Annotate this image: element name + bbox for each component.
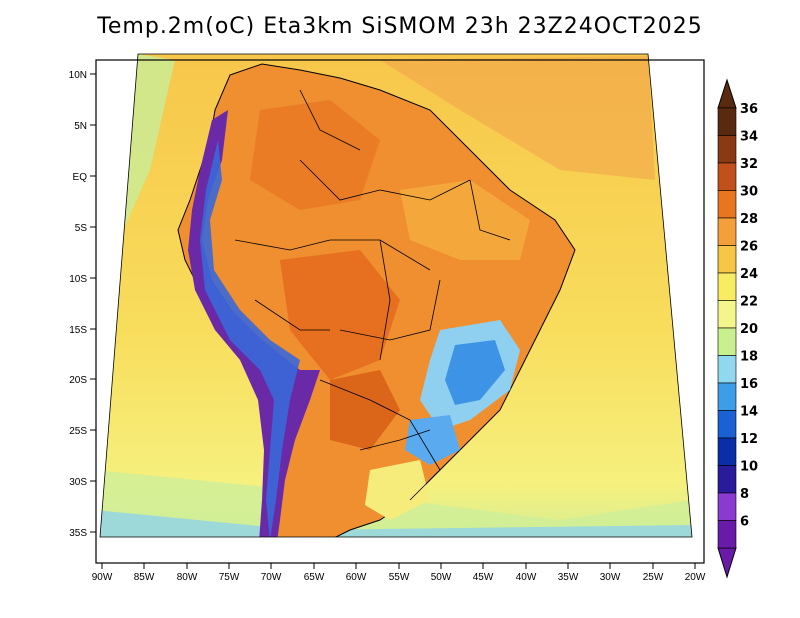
colorbar-label: 28 bbox=[740, 212, 758, 227]
colorbar-label: 20 bbox=[740, 322, 758, 337]
lon-label: 50W bbox=[431, 572, 452, 583]
colorbar-min-arrow bbox=[717, 547, 737, 579]
map-frame bbox=[99, 53, 693, 538]
lon-label: 75W bbox=[219, 572, 240, 583]
colorbar: 36 34 32 30 28 26 24 22 20 18 16 14 12 10 8 6 bbox=[717, 78, 758, 579]
lon-label: 20W bbox=[685, 572, 706, 583]
colorbar-label: 22 bbox=[740, 295, 758, 310]
lat-label: 5N bbox=[74, 121, 87, 132]
colorbar-label: 30 bbox=[740, 185, 758, 200]
lat-label: 30S bbox=[69, 477, 87, 488]
colorbar-cell bbox=[717, 520, 737, 549]
lon-label: 80W bbox=[177, 572, 198, 583]
lon-label: 85W bbox=[134, 572, 155, 583]
political-boundaries bbox=[234, 89, 511, 501]
colorbar-label: 34 bbox=[740, 130, 758, 145]
colorbar-cell bbox=[717, 382, 737, 411]
colorbar-cell bbox=[717, 217, 737, 246]
colorbar-label: 14 bbox=[740, 405, 758, 420]
plot-box bbox=[95, 59, 705, 564]
lon-label: 65W bbox=[304, 572, 325, 583]
colorbar-cell bbox=[717, 300, 737, 329]
colorbar-label: 36 bbox=[740, 102, 758, 117]
lon-label: 35W bbox=[558, 572, 579, 583]
colorbar-label: 6 bbox=[740, 515, 749, 530]
lat-label: 35S bbox=[69, 528, 87, 539]
colorbar-cell bbox=[717, 410, 737, 439]
longitude-axis: 90W 85W 80W 75W 70W 65W 60W 55W 50W 45W … bbox=[92, 563, 706, 583]
colorbar-cell bbox=[717, 162, 737, 191]
lat-label: 5S bbox=[75, 223, 88, 234]
lon-label: 30W bbox=[600, 572, 621, 583]
lat-label: 25S bbox=[69, 426, 87, 437]
colorbar-label: 8 bbox=[740, 487, 749, 502]
lon-label: 40W bbox=[516, 572, 537, 583]
latitude-axis: 10N 5N EQ 5S 10S 15S 20S 25S 30S 35S bbox=[69, 70, 96, 539]
lon-label: 90W bbox=[92, 572, 113, 583]
colorbar-cell bbox=[717, 107, 737, 136]
colorbar-max-arrow bbox=[717, 78, 737, 109]
lat-label: 10N bbox=[69, 70, 87, 81]
colorbar-cell bbox=[717, 437, 737, 466]
lon-label: 45W bbox=[473, 572, 494, 583]
colorbar-label: 24 bbox=[740, 267, 758, 282]
colorbar-cell bbox=[717, 135, 737, 164]
colorbar-label: 16 bbox=[740, 377, 758, 392]
lat-label: EQ bbox=[73, 172, 88, 183]
colorbar-cell bbox=[717, 190, 737, 219]
colorbar-label: 26 bbox=[740, 240, 758, 255]
map-title: Temp.2m(oC) Eta3km SiSMOM 23h 23Z24OCT20… bbox=[97, 14, 703, 39]
lon-label: 60W bbox=[346, 572, 367, 583]
lon-label: 55W bbox=[389, 572, 410, 583]
colorbar-cell bbox=[717, 465, 737, 494]
colorbar-cell bbox=[717, 492, 737, 521]
lon-label: 70W bbox=[261, 572, 282, 583]
colorbar-label: 18 bbox=[740, 350, 758, 365]
colorbar-label: 10 bbox=[740, 460, 758, 475]
colorbar-label: 32 bbox=[740, 157, 758, 172]
lat-label: 20S bbox=[69, 375, 87, 386]
colorbar-label: 12 bbox=[740, 432, 758, 447]
lat-label: 15S bbox=[69, 325, 87, 336]
map-domain bbox=[100, 54, 692, 537]
lat-label: 10S bbox=[69, 274, 87, 285]
colorbar-cell bbox=[717, 355, 737, 384]
colorbar-cell bbox=[717, 245, 737, 274]
colorbar-cell bbox=[717, 327, 737, 356]
lon-label: 25W bbox=[643, 572, 664, 583]
colorbar-cell bbox=[717, 272, 737, 301]
